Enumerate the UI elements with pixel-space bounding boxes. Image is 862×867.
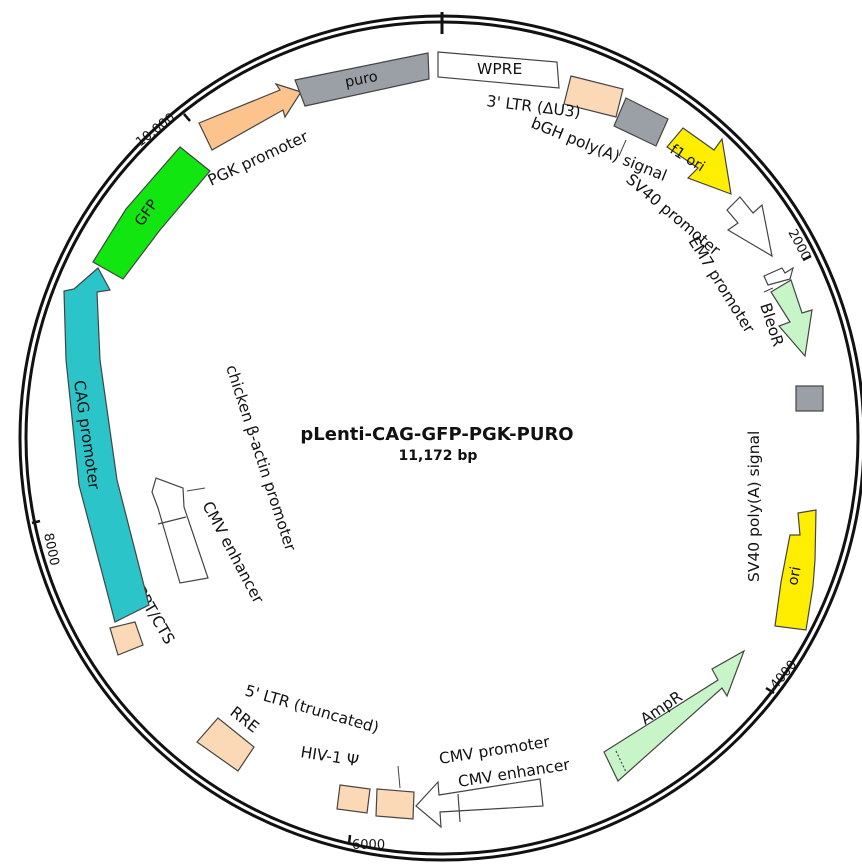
plasmid-size: 11,172 bp: [399, 448, 478, 464]
feature-bgh: [613, 97, 669, 147]
feature-label-hiv: HIV-1 Ψ: [299, 743, 360, 770]
cmv-divider: [457, 793, 461, 823]
feature-cmv-promoter-enhancer: [415, 778, 544, 829]
tick-label-10000: 10,000: [133, 110, 178, 150]
feature-sv40-promoter: [726, 196, 773, 258]
feature-ampr: [603, 649, 746, 782]
feature-label-cmve2: CMV enhancer: [198, 498, 267, 606]
feature-cag-promoter: [63, 267, 150, 623]
tick-8000: [31, 519, 41, 525]
feature-label-em7-promoter: EM7 promoter: [685, 234, 759, 337]
feature-label-wpre: WPRE: [477, 60, 522, 78]
feature-chicken-actin-promoter: [151, 477, 209, 584]
feature-puro: [294, 52, 430, 107]
feature-label-chicken: chicken β-actin promoter: [222, 363, 299, 554]
feature-ltr5: [336, 784, 371, 814]
inner-divider: [157, 516, 187, 525]
tick-10000: [183, 113, 191, 122]
tick-6000: [347, 834, 352, 845]
feature-gfp: [92, 146, 211, 280]
feature-label-sv40-polya: SV40 poly(A) signal: [745, 431, 763, 582]
feature-label-ltr5: 5' LTR (truncated): [243, 682, 381, 737]
tick-2000: [802, 254, 812, 262]
feature-rre: [196, 717, 255, 772]
leader-bgh: [618, 139, 627, 157]
tick-label-8000: 8000: [40, 532, 62, 567]
leader-em7: [763, 287, 774, 293]
feature-bleor: [770, 279, 813, 358]
feature-f1-ori: [666, 127, 732, 195]
feature-ltr3: [563, 75, 624, 118]
leader-hiv: [397, 765, 401, 789]
feature-pgk: [198, 82, 302, 151]
tick-label-6000: 6000: [352, 838, 385, 853]
feature-em7-promoter: [763, 266, 794, 286]
feature-label-ori: ori: [785, 565, 804, 587]
plasmid-name: pLenti-CAG-GFP-PGK-PURO: [300, 424, 573, 445]
feature-sv40-polya: [795, 385, 824, 412]
feature-ori: [774, 509, 817, 631]
leader-chicken: [186, 487, 206, 492]
feature-wpre: [437, 51, 560, 89]
tick-4000: [765, 686, 775, 695]
feature-cppt: [109, 621, 144, 656]
feature-hiv-psi: [375, 788, 415, 820]
feature-label-puro: puro: [344, 69, 379, 91]
